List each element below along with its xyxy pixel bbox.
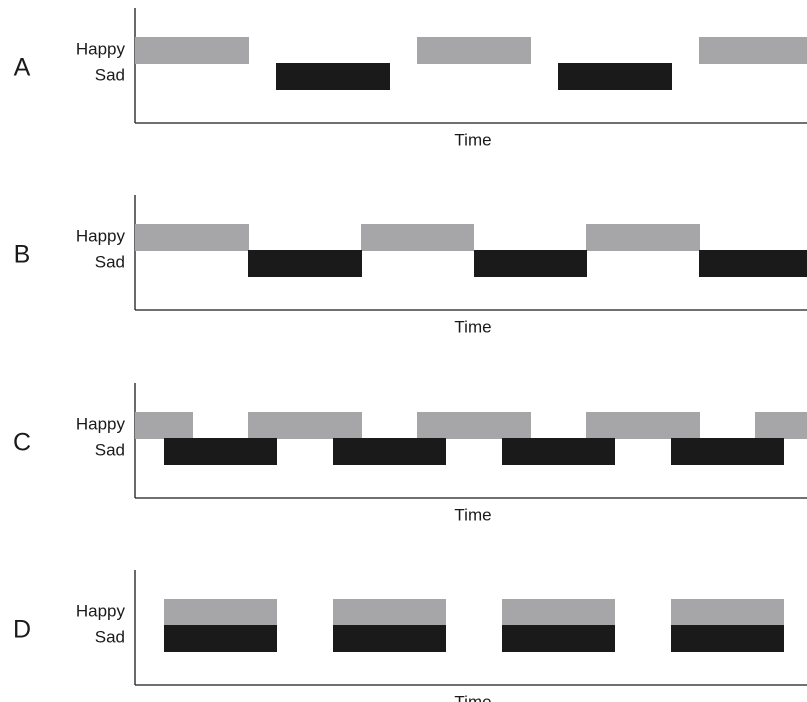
x-axis-label: Time — [454, 317, 491, 336]
x-axis-label: Time — [454, 130, 491, 149]
happy-bar — [671, 599, 784, 626]
sad-bar — [276, 63, 390, 90]
row-label: Happy — [76, 39, 126, 58]
sad-bar — [502, 438, 615, 465]
sad-bar — [671, 625, 784, 652]
row-label: Sad — [95, 65, 125, 84]
sad-bar — [699, 250, 807, 277]
sad-bar — [558, 63, 672, 90]
row-label: Happy — [76, 226, 126, 245]
sad-bar — [248, 250, 362, 277]
happy-bar — [586, 224, 700, 251]
happy-bar — [135, 37, 249, 64]
happy-bar — [361, 224, 474, 251]
sad-bar — [164, 625, 277, 652]
happy-bar — [164, 599, 277, 626]
happy-bar — [502, 599, 615, 626]
panel-label: B — [14, 241, 31, 269]
sad-bar — [333, 625, 446, 652]
happy-bar — [333, 599, 446, 626]
happy-bar — [586, 412, 700, 439]
happy-bar — [417, 37, 531, 64]
sad-bar — [502, 625, 615, 652]
happy-bar — [699, 37, 807, 64]
sad-bar — [474, 250, 587, 277]
panel-label: D — [13, 616, 31, 644]
row-label: Sad — [95, 252, 125, 271]
panel-label: C — [13, 429, 31, 457]
row-label: Happy — [76, 601, 126, 620]
x-axis-label: Time — [454, 505, 491, 524]
happy-bar — [135, 412, 193, 439]
panel-label: A — [14, 54, 31, 82]
happy-bar — [248, 412, 362, 439]
happy-bar — [135, 224, 249, 251]
happy-bar — [417, 412, 531, 439]
sad-bar — [164, 438, 277, 465]
row-label: Happy — [76, 414, 126, 433]
row-label: Sad — [95, 440, 125, 459]
happy-bar — [755, 412, 807, 439]
row-label: Sad — [95, 627, 125, 646]
x-axis-label: Time — [454, 692, 491, 702]
sad-bar — [671, 438, 784, 465]
sad-bar — [333, 438, 446, 465]
